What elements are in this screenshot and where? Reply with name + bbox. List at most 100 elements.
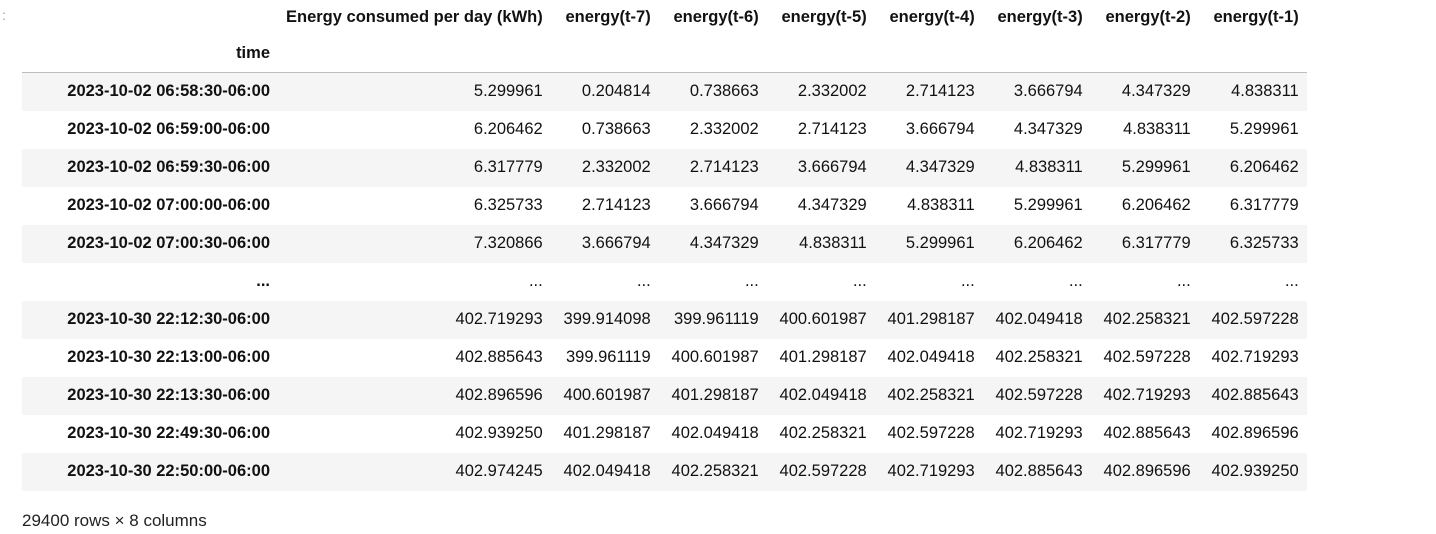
- row-index-label: 2023-10-02 06:59:30-06:00: [67, 158, 270, 176]
- table-cell: 402.885643: [455, 348, 543, 366]
- table-cell: 402.597228: [779, 462, 867, 480]
- table-cell: ...: [1068, 272, 1083, 290]
- column-header: energy(t-2): [1105, 7, 1191, 26]
- table-cell: 402.258321: [995, 348, 1083, 366]
- table-cell: 399.914098: [563, 310, 651, 328]
- table-cell: 402.049418: [563, 462, 651, 480]
- table-cell: 6.317779: [473, 158, 543, 176]
- table-row: 2023-10-30 22:13:30-06:00 402.896596 400.6…: [22, 376, 1307, 415]
- table-cell: 4.838311: [1231, 82, 1299, 101]
- table-cell: 5.299961: [473, 82, 543, 101]
- table-cell: 2.714123: [689, 158, 759, 176]
- index-row-blank-cell: [874, 34, 983, 73]
- row-index-label: 2023-10-02 07:00:30-06:00: [67, 234, 270, 252]
- column-header: energy(t-4): [889, 7, 975, 26]
- table-cell: 4.347329: [689, 234, 759, 252]
- column-header: energy(t-7): [565, 7, 651, 26]
- table-cell: 2.714123: [797, 120, 867, 138]
- table-cell: 2.332002: [797, 82, 867, 101]
- index-row-blank-cell: [658, 34, 767, 73]
- table-cell: 3.666794: [1013, 82, 1083, 101]
- table-cell: 2.332002: [581, 158, 651, 176]
- table-cell: 402.719293: [887, 462, 975, 480]
- table-cell: ...: [744, 272, 759, 290]
- column-header: energy(t-3): [997, 7, 1083, 26]
- table-cell: 402.597228: [1103, 348, 1191, 366]
- index-name-header: time: [22, 34, 278, 73]
- table-cell: 6.206462: [1013, 234, 1083, 252]
- row-index-label: 2023-10-30 22:12:30-06:00: [67, 310, 270, 328]
- table-body: 2023-10-02 06:58:30-06:00 5.299961 0.20481…: [22, 72, 1307, 491]
- table-cell: 3.666794: [689, 196, 759, 214]
- table-row: 2023-10-02 07:00:00-06:00 6.325733 2.71412…: [22, 186, 1307, 225]
- table-cell: 2.332002: [689, 120, 759, 138]
- table-cell: 402.258321: [1103, 310, 1191, 328]
- header-corner: [22, 0, 278, 34]
- table-cell: 0.204814: [581, 82, 651, 101]
- table-cell: 6.206462: [1121, 196, 1191, 214]
- table-cell: 6.206462: [1229, 158, 1299, 176]
- table-row: 2023-10-02 06:58:30-06:00 5.299961 0.20481…: [22, 72, 1307, 111]
- table-cell: 4.347329: [797, 196, 867, 214]
- row-index-label: ...: [256, 272, 270, 290]
- table-cell: 0.738663: [581, 120, 651, 138]
- table-cell: 402.896596: [1103, 462, 1191, 480]
- table-cell: 401.298187: [563, 424, 651, 442]
- table-cell: ...: [1176, 272, 1191, 290]
- column-header: energy(t-6): [673, 7, 759, 26]
- table-cell: 402.885643: [1103, 424, 1191, 442]
- table-cell: 402.258321: [671, 462, 759, 480]
- table-cell: 402.049418: [995, 310, 1083, 328]
- row-index-label: 2023-10-30 22:13:00-06:00: [67, 348, 270, 366]
- row-index-label: 2023-10-30 22:50:00-06:00: [67, 462, 270, 480]
- table-row: ...........................: [22, 262, 1307, 301]
- table-cell: 4.838311: [799, 234, 867, 252]
- table-cell: 402.597228: [995, 386, 1083, 404]
- table-cell: 400.601987: [779, 310, 867, 328]
- table-row: 2023-10-30 22:13:00-06:00 402.885643 399.9…: [22, 338, 1307, 377]
- table-cell: 4.347329: [905, 158, 975, 176]
- table-cell: ...: [852, 272, 867, 290]
- table-cell: ...: [960, 272, 975, 290]
- table-row: 2023-10-02 06:59:30-06:00 6.317779 2.33200…: [22, 148, 1307, 187]
- table-cell: 6.206462: [473, 120, 543, 138]
- dataframe-output: Energy consumed per day (kWh) energy(t-7)…: [22, 0, 1307, 491]
- column-header: Energy consumed per day (kWh): [286, 7, 543, 26]
- table-row: 2023-10-30 22:49:30-06:00 402.939250 401.2…: [22, 414, 1307, 453]
- index-row-blank-cell: [982, 34, 1091, 73]
- table-cell: 2.714123: [905, 82, 975, 101]
- table-cell: 402.896596: [1211, 424, 1299, 442]
- table-cell: 5.299961: [905, 234, 975, 252]
- dataframe-table: Energy consumed per day (kWh) energy(t-7)…: [22, 0, 1307, 491]
- table-row: 2023-10-30 22:12:30-06:00 402.719293 399.9…: [22, 300, 1307, 339]
- table-cell: 402.885643: [1211, 386, 1299, 404]
- cell-drag-handle-icon[interactable]: :: [2, 7, 6, 23]
- table-cell: 402.719293: [1211, 348, 1299, 366]
- index-row-blank-cell: [766, 34, 875, 73]
- table-cell: 4.838311: [907, 196, 975, 214]
- index-row-blank-cell: [550, 34, 659, 73]
- table-cell: 402.049418: [779, 386, 867, 404]
- table-cell: 6.325733: [473, 196, 543, 214]
- table-row: 2023-10-02 07:00:30-06:00 7.320866 3.66679…: [22, 224, 1307, 263]
- dataframe-shape-label: 29400 rows × 8 columns: [22, 511, 207, 530]
- index-row-blank-cell: [1198, 34, 1307, 73]
- row-index-label: 2023-10-30 22:13:30-06:00: [67, 386, 270, 404]
- table-row: 2023-10-30 22:50:00-06:00 402.974245 402.0…: [22, 452, 1307, 491]
- table-cell: 4.347329: [1013, 120, 1083, 138]
- table-cell: 4.838311: [1015, 158, 1083, 176]
- table-cell: 6.325733: [1229, 234, 1299, 252]
- index-row-blank-cell: [1090, 34, 1199, 73]
- column-header-row: Energy consumed per day (kWh) energy(t-7)…: [22, 0, 1307, 34]
- table-cell: 4.838311: [1123, 120, 1191, 138]
- table-cell: 3.666794: [797, 158, 867, 176]
- table-cell: 402.258321: [779, 424, 867, 442]
- index-name-row: time: [22, 34, 1307, 73]
- table-row: 2023-10-02 06:59:00-06:00 6.206462 0.73866…: [22, 110, 1307, 149]
- table-cell: 3.666794: [905, 120, 975, 138]
- table-cell: 402.719293: [1103, 386, 1191, 404]
- table-cell: 6.317779: [1121, 234, 1191, 252]
- table-cell: 5.299961: [1013, 196, 1083, 214]
- table-cell: 3.666794: [581, 234, 651, 252]
- table-cell: ...: [636, 272, 651, 290]
